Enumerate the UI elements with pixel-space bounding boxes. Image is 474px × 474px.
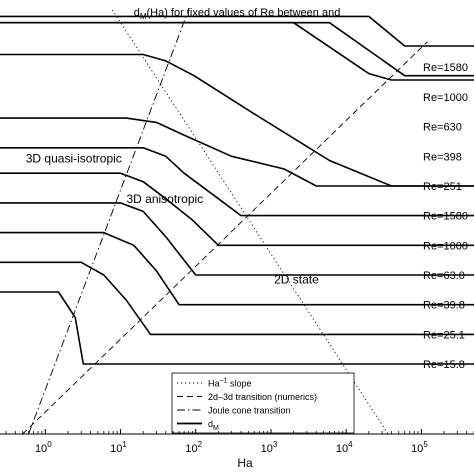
ha-slope-line	[112, 9, 389, 435]
re-label-3: Re=630	[423, 122, 462, 134]
legend-entry-4: dM	[208, 419, 219, 432]
transition-2d3d-line	[22, 41, 428, 435]
x-axis-ticks: 100 101 102 103 104 105	[5, 429, 474, 455]
x-tick-label-3: 102	[185, 440, 202, 455]
series-line-10	[0, 261, 474, 336]
series-line-9	[0, 231, 474, 306]
x-tick-label-4: 103	[261, 440, 278, 455]
re-label-4: Re=398	[423, 151, 462, 163]
series-line-6	[0, 147, 474, 217]
region-labels: 3D quasi-isotropic 3D anisotropic 2D state	[26, 152, 319, 287]
x-tick-label-6: 105	[411, 440, 428, 455]
series-lines	[0, 15, 474, 365]
plot-area: 3D quasi-isotropic 3D anisotropic 2D state…	[0, 9, 474, 435]
re-label-7: Re=1000	[423, 240, 468, 252]
x-tick-label-2: 101	[110, 440, 127, 455]
re-label-2: Re=1000	[423, 92, 468, 104]
re-label-1: Re=1580	[423, 62, 468, 74]
re-label-9: Re=39.8	[423, 300, 465, 312]
x-tick-label-1: 100	[35, 440, 52, 455]
legend-box	[171, 372, 355, 434]
re-label-8: Re=63.0	[423, 270, 465, 282]
series-line-7	[0, 172, 474, 247]
region-label-3: 2D state	[274, 272, 319, 286]
series-line-2	[0, 21, 474, 81]
series-line-5	[0, 117, 474, 187]
x-tick-label-5: 104	[336, 440, 353, 455]
x-axis-label: Ha	[237, 456, 253, 470]
region-label-1: 3D quasi-isotropic	[26, 152, 122, 166]
re-label-10: Re=25.1	[423, 329, 465, 341]
legend: Ha−1 slope 2d–3d transition (numerics) Jou…	[171, 372, 355, 434]
joule-cone-line	[28, 9, 189, 435]
reference-lines	[22, 9, 428, 435]
re-label-11: Re=15.8	[423, 359, 465, 371]
re-label-6: Re=1580	[423, 211, 468, 223]
legend-entry-2: 2d–3d transition (numerics)	[208, 392, 317, 402]
chart-title-text: dM(Ha) for fixed values of Re between an…	[134, 7, 341, 21]
re-labels: Re=1580 Re=1000 Re=630 Re=398 Re=251 Re=1580 R…	[423, 62, 468, 371]
series-line-4	[0, 15, 474, 47]
re-label-5: Re=251	[423, 181, 462, 193]
region-label-2: 3D anisotropic	[126, 192, 203, 206]
series-line-8	[0, 202, 474, 276]
legend-entry-3: Joule cone transition	[208, 406, 291, 416]
legend-entry-1: Ha−1 slope	[208, 378, 252, 389]
series-line-11	[0, 291, 474, 365]
series-line-1	[0, 53, 474, 187]
chart-title: dM(Ha) for fixed values of Re between an…	[134, 7, 341, 21]
series-line-3	[0, 21, 474, 77]
